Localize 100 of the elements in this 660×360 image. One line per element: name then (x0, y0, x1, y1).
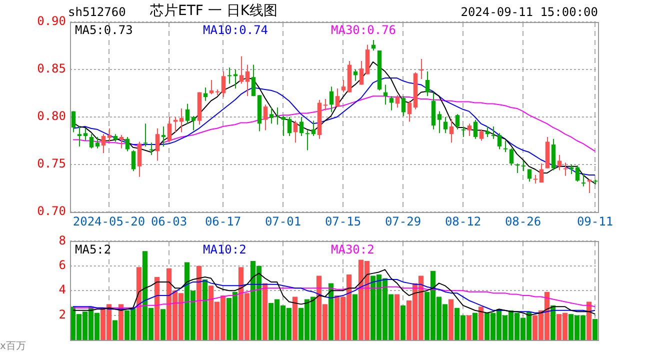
candlestick (239, 56, 244, 84)
candlestick (515, 163, 520, 174)
candlestick (101, 134, 106, 154)
x-tick-label: 2024-05-20 (72, 214, 146, 228)
bar (592, 319, 598, 340)
bar (472, 312, 478, 340)
x-tick-label: 06-03 (150, 214, 188, 228)
candlestick (143, 123, 148, 147)
candlestick (509, 148, 514, 166)
chart-title: 芯片ETF 一 日K线图 (150, 2, 278, 20)
y-tick-label: 4 (58, 282, 66, 297)
candlestick (305, 130, 310, 151)
candlestick (287, 116, 292, 136)
candlestick (281, 116, 286, 136)
candlestick (179, 108, 184, 133)
candlestick (227, 67, 232, 84)
candlestick (251, 64, 256, 97)
candlestick (581, 174, 586, 187)
candlestick (245, 64, 250, 97)
candlestick (323, 98, 328, 111)
candlestick (455, 114, 460, 130)
text: sh512760 (68, 5, 126, 19)
candlestick (161, 126, 166, 147)
candlestick (107, 128, 112, 142)
bar (262, 283, 268, 340)
candlestick (299, 116, 304, 136)
x-tick-label: 09-11 (576, 214, 614, 228)
y-tick-label: 6 (58, 258, 66, 272)
candlestick (401, 96, 406, 117)
text: MA30:0.76 (331, 23, 396, 38)
candlestick (71, 110, 76, 133)
bar (400, 305, 406, 340)
candlestick (539, 163, 544, 184)
candlestick (437, 110, 442, 134)
candlestick (329, 86, 334, 113)
candlestick (191, 116, 196, 131)
candlestick (449, 118, 454, 144)
y-tick-label: 0.75 (37, 156, 66, 171)
candlestick (77, 126, 82, 147)
y-tick-label: 0.70 (37, 204, 66, 218)
candlestick (173, 116, 178, 133)
candlestick (185, 103, 190, 124)
candlestick (293, 120, 298, 144)
bar (118, 304, 124, 340)
text: MA5:0.73 (75, 23, 133, 38)
candlestick (479, 128, 484, 142)
candlestick (551, 138, 556, 171)
bar (112, 320, 118, 340)
bar (160, 309, 166, 340)
candlestick (149, 142, 154, 156)
candlestick (461, 126, 466, 138)
text: MA10:2 (203, 242, 246, 256)
bar (196, 266, 202, 340)
candlestick (275, 107, 280, 126)
candlestick (389, 96, 394, 111)
candlestick (575, 164, 580, 182)
x-tick-label: 08-26 (504, 214, 542, 228)
bar (202, 279, 208, 340)
candlestick (131, 150, 136, 172)
bar (466, 315, 472, 340)
text: x百万 (0, 340, 26, 354)
bar (586, 302, 592, 340)
candlestick (497, 132, 502, 150)
candlestick (359, 60, 364, 86)
candlestick (569, 164, 574, 174)
candlestick (137, 141, 142, 178)
x-tick-label: 07-01 (264, 214, 302, 228)
bar (448, 299, 454, 340)
bar (478, 306, 484, 340)
candlestick (527, 168, 532, 182)
candlestick (263, 104, 268, 131)
candlestick (89, 134, 94, 149)
candlestick (521, 160, 526, 172)
candlestick (311, 120, 316, 136)
y-tick-label: 8 (58, 233, 66, 248)
candlestick (155, 128, 160, 162)
candlestick (467, 123, 472, 136)
candlestick (407, 100, 412, 122)
candlestick (95, 136, 100, 149)
candlestick (119, 134, 124, 149)
bar (136, 267, 142, 340)
candlestick (341, 79, 346, 93)
x-tick-label: 08-12 (444, 214, 482, 228)
candlestick (587, 179, 592, 194)
text: MA10:0.74 (203, 23, 268, 38)
bar (550, 305, 556, 340)
y-tick-label: 0.80 (37, 109, 66, 124)
candlestick (209, 79, 214, 95)
y-tick-label: 2 (58, 307, 66, 322)
x-tick-label: 06-17 (204, 214, 242, 228)
candlestick (335, 88, 340, 108)
candlestick (503, 140, 508, 153)
bar (352, 294, 358, 340)
bar (328, 283, 334, 340)
bar (292, 296, 298, 340)
candlestick (443, 116, 448, 134)
x-tick-label: 07-29 (384, 214, 422, 228)
text: MA5:2 (75, 242, 112, 256)
candlestick (491, 126, 496, 140)
candlestick (83, 128, 88, 142)
